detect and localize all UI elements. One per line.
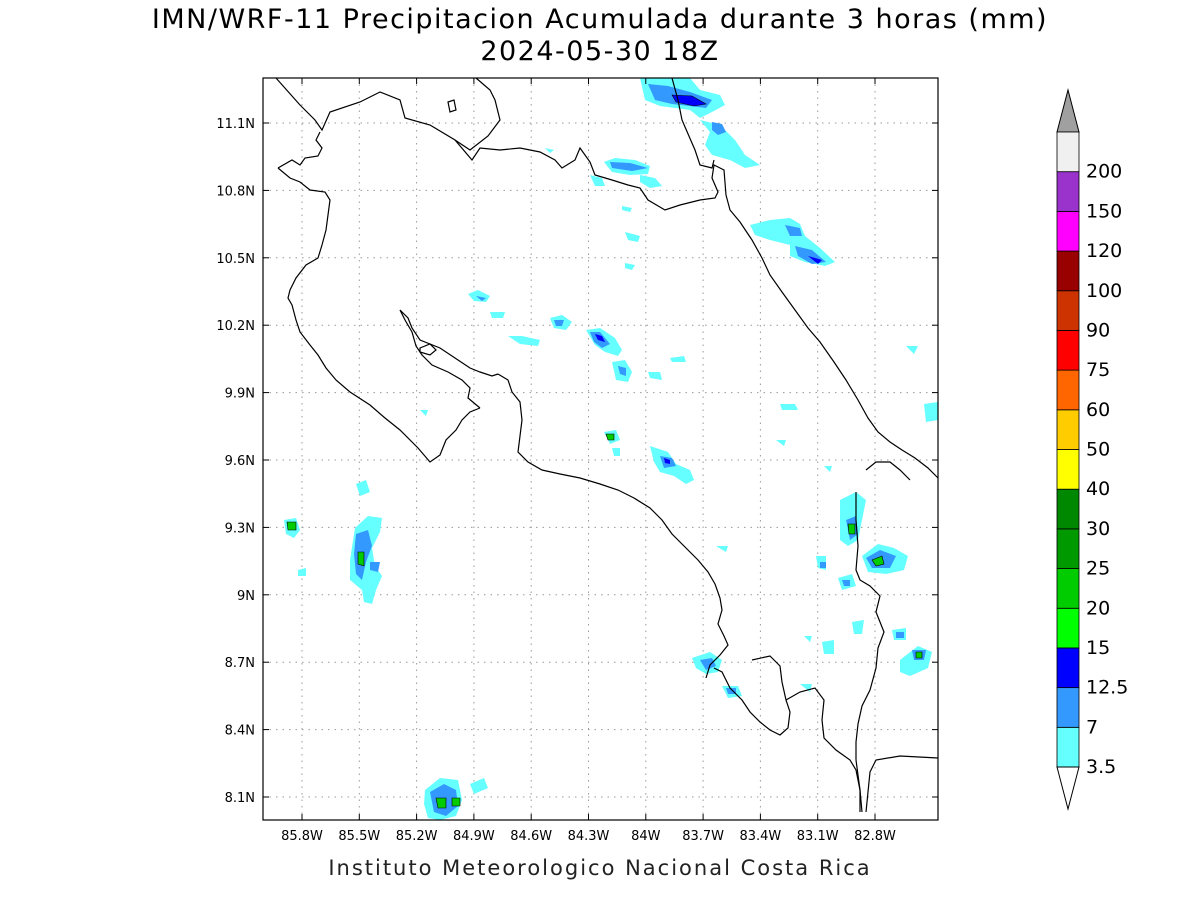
map-title: IMN/WRF-11 Precipitacion Acumulada duran… <box>151 4 1049 35</box>
longitude-axis: 85.8W 85.5W 85.2W 84.9W 84.6W 84.3W 84W 83.7W 83… <box>281 78 896 844</box>
lon-tick-label: 84.3W <box>568 829 610 844</box>
colorbar-swatch <box>1056 250 1080 292</box>
lon-tick-label: 83.7W <box>682 829 724 844</box>
colorbar-swatch <box>1056 369 1080 411</box>
colorbar-label: 3.5 <box>1086 756 1116 778</box>
colorbar-label: 12.5 <box>1086 677 1128 699</box>
colorbar-swatch <box>1056 607 1080 649</box>
colorbar-label: 50 <box>1086 439 1110 461</box>
colorbar-label: 15 <box>1086 637 1110 659</box>
lat-tick-label: 8.4N <box>225 724 255 739</box>
lat-tick-label: 10.2N <box>216 319 255 334</box>
colorbar-swatch <box>1056 290 1080 331</box>
colorbar-swatch <box>1056 449 1080 490</box>
colorbar-swatch <box>1056 528 1080 569</box>
latitude-axis: 11.1N 10.8N 10.5N 10.2N 9.9N 9.6N 9.3N 9N 8.7N 8.… <box>216 117 938 806</box>
lat-tick-label: 8.1N <box>225 791 255 806</box>
colorbar-label: 40 <box>1086 478 1110 500</box>
lon-tick-label: 85.2W <box>396 829 438 844</box>
lon-tick-label: 84.9W <box>453 829 495 844</box>
colorbar-label: 20 <box>1086 597 1110 619</box>
colorbar-swatch <box>1056 647 1080 689</box>
map-date: 2024-05-30 18Z <box>480 36 720 67</box>
footer-credit: Instituto Meteorologico Nacional Costa R… <box>328 856 872 880</box>
lat-tick-label: 9.6N <box>225 454 255 469</box>
colorbar-label: 30 <box>1086 518 1110 540</box>
colorbar-label: 7 <box>1086 716 1098 738</box>
colorbar-top-triangle <box>1056 88 1080 133</box>
lat-tick-label: 8.7N <box>225 656 255 671</box>
colorbar-swatch <box>1056 726 1080 768</box>
colorbar-label: 90 <box>1086 319 1110 341</box>
lon-tick-label: 82.8W <box>854 829 896 844</box>
colorbar-label: 100 <box>1086 280 1122 302</box>
lon-tick-label: 84W <box>631 829 661 844</box>
colorbar-swatch <box>1056 330 1080 371</box>
colorbar-label: 120 <box>1086 240 1122 262</box>
colorbar-swatch <box>1056 171 1080 212</box>
map-gridlines <box>263 78 938 820</box>
colorbar-swatch <box>1056 488 1080 530</box>
colorbar-swatch <box>1056 409 1080 450</box>
colorbar-bottom-triangle <box>1056 766 1080 811</box>
lon-tick-label: 85.8W <box>281 829 323 844</box>
precipitation-field <box>284 78 938 820</box>
lon-tick-label: 85.5W <box>338 829 380 844</box>
colorbar-swatch <box>1056 210 1080 252</box>
lat-tick-label: 9.9N <box>225 387 255 402</box>
lat-tick-label: 11.1N <box>216 117 255 132</box>
lat-tick-label: 9.3N <box>225 521 255 536</box>
colorbar-label: 200 <box>1086 161 1122 183</box>
map-frame <box>262 77 939 821</box>
lon-tick-label: 84.6W <box>510 829 552 844</box>
colorbar-swatch <box>1056 131 1080 173</box>
colorbar-swatch <box>1056 568 1080 609</box>
lat-tick-label: 10.5N <box>216 252 255 267</box>
map-area <box>263 78 938 820</box>
colorbar-legend: 3.5 7 12.5 15 20 25 30 40 50 60 75 90 100 120 150 200 <box>1056 88 1128 811</box>
colorbar-label: 75 <box>1086 359 1110 381</box>
coastlines <box>275 77 939 813</box>
lon-tick-label: 83.4W <box>739 829 781 844</box>
colorbar-label: 25 <box>1086 558 1110 580</box>
colorbar-label: 60 <box>1086 399 1110 421</box>
lat-tick-label: 10.8N <box>216 184 255 199</box>
colorbar-label: 150 <box>1086 200 1122 222</box>
lat-tick-label: 9N <box>237 589 255 604</box>
lon-tick-label: 83.1W <box>797 829 839 844</box>
colorbar-swatch <box>1056 687 1080 728</box>
